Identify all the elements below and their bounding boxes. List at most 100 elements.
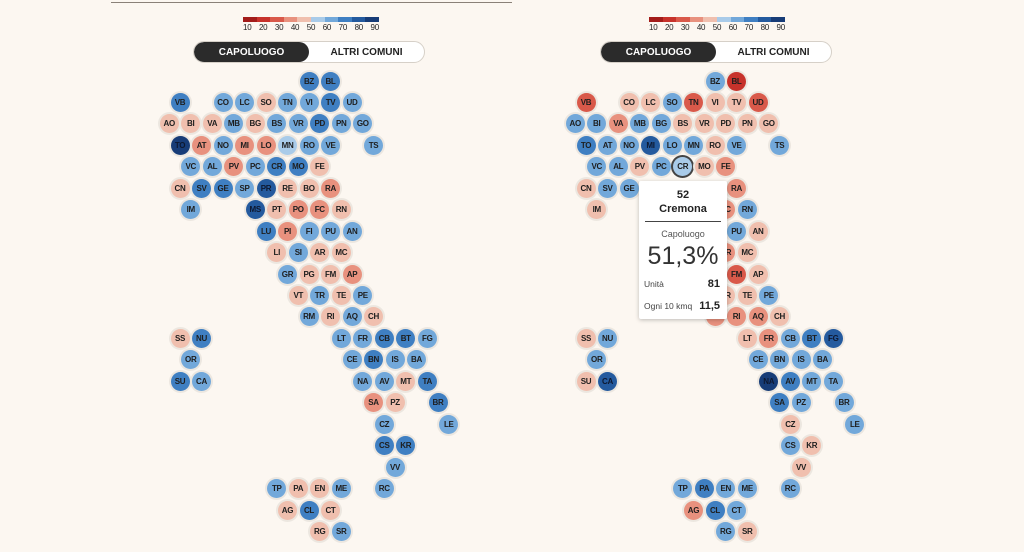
province-im[interactable]: IM <box>181 200 201 220</box>
province-pc[interactable]: PC <box>651 157 671 177</box>
province-lu[interactable]: LU <box>256 221 276 241</box>
province-pu[interactable]: PU <box>727 221 746 241</box>
province-is[interactable]: IS <box>385 350 405 370</box>
province-pv[interactable]: PV <box>630 157 650 177</box>
province-mc[interactable]: MC <box>331 243 351 263</box>
province-lo[interactable]: LO <box>662 135 682 155</box>
province-an[interactable]: AN <box>342 221 362 241</box>
province-tp[interactable]: TP <box>267 479 287 499</box>
province-bi[interactable]: BI <box>181 114 201 134</box>
province-ag[interactable]: AG <box>278 500 297 520</box>
province-ap[interactable]: AP <box>342 264 362 284</box>
province-cb[interactable]: CB <box>374 328 394 348</box>
province-fr[interactable]: FR <box>353 328 373 348</box>
province-cs[interactable]: CS <box>780 436 800 456</box>
province-vi[interactable]: VI <box>299 92 319 112</box>
province-mi[interactable]: MI <box>641 135 660 155</box>
province-rm[interactable]: RM <box>299 307 319 327</box>
province-bo[interactable]: BO <box>299 178 319 198</box>
province-lt[interactable]: LT <box>331 328 351 348</box>
province-co[interactable]: CO <box>213 92 233 112</box>
province-ch[interactable]: CH <box>364 307 383 327</box>
province-ud[interactable]: UD <box>748 92 768 112</box>
province-bl[interactable]: BL <box>727 71 746 91</box>
province-br[interactable]: BR <box>834 393 854 413</box>
province-cs[interactable]: CS <box>374 436 394 456</box>
province-al[interactable]: AL <box>608 157 628 177</box>
province-vr[interactable]: VR <box>694 114 714 134</box>
province-cl[interactable]: CL <box>705 500 725 520</box>
province-pe[interactable]: PE <box>353 286 373 305</box>
province-me[interactable]: ME <box>331 479 351 499</box>
province-pv[interactable]: PV <box>224 157 244 177</box>
province-pe[interactable]: PE <box>759 286 779 305</box>
province-tv[interactable]: TV <box>727 92 746 112</box>
province-fm[interactable]: FM <box>727 264 746 284</box>
province-co[interactable]: CO <box>619 92 639 112</box>
province-pz[interactable]: PZ <box>385 393 405 413</box>
province-sr[interactable]: SR <box>331 521 351 541</box>
province-ri[interactable]: RI <box>321 307 340 327</box>
tab-capoluogo[interactable]: CAPOLUOGO <box>601 42 716 62</box>
province-sv[interactable]: SV <box>598 178 617 198</box>
province-ct[interactable]: CT <box>321 500 340 520</box>
province-is[interactable]: IS <box>791 350 811 370</box>
province-re[interactable]: RE <box>278 178 297 198</box>
province-lt[interactable]: LT <box>737 328 757 348</box>
province-ss[interactable]: SS <box>576 328 596 348</box>
province-bg[interactable]: BG <box>245 114 265 134</box>
province-kr[interactable]: KR <box>396 436 416 456</box>
province-pg[interactable]: PG <box>299 264 319 284</box>
province-ta[interactable]: TA <box>417 371 437 391</box>
province-fg[interactable]: FG <box>417 328 437 348</box>
province-av[interactable]: AV <box>374 371 394 391</box>
province-bn[interactable]: BN <box>364 350 383 370</box>
province-te[interactable]: TE <box>737 286 757 305</box>
province-ro[interactable]: RO <box>299 135 319 155</box>
province-fe[interactable]: FE <box>716 157 736 177</box>
province-va[interactable]: VA <box>202 114 222 134</box>
province-su[interactable]: SU <box>576 371 596 391</box>
province-me[interactable]: ME <box>737 479 757 499</box>
province-pu[interactable]: PU <box>321 221 340 241</box>
province-vc[interactable]: VC <box>587 157 607 177</box>
province-vv[interactable]: VV <box>791 457 811 477</box>
province-ao[interactable]: AO <box>159 114 179 134</box>
province-at[interactable]: AT <box>192 135 211 155</box>
province-ud[interactable]: UD <box>342 92 362 112</box>
province-na[interactable]: NA <box>353 371 373 391</box>
province-bs[interactable]: BS <box>267 114 287 134</box>
province-rn[interactable]: RN <box>331 200 351 220</box>
province-vv[interactable]: VV <box>385 457 405 477</box>
province-ca[interactable]: CA <box>192 371 211 391</box>
province-su[interactable]: SU <box>170 371 190 391</box>
province-cz[interactable]: CZ <box>374 414 394 434</box>
province-nu[interactable]: NU <box>598 328 617 348</box>
province-ra[interactable]: RA <box>321 178 340 198</box>
province-ch[interactable]: CH <box>770 307 789 327</box>
province-av[interactable]: AV <box>780 371 800 391</box>
province-ba[interactable]: BA <box>813 350 832 370</box>
province-im[interactable]: IM <box>587 200 607 220</box>
province-bt[interactable]: BT <box>396 328 416 348</box>
province-cr[interactable]: CR <box>673 157 693 177</box>
province-kr[interactable]: KR <box>802 436 822 456</box>
province-to[interactable]: TO <box>170 135 190 155</box>
province-fc[interactable]: FC <box>310 200 330 220</box>
province-mn[interactable]: MN <box>684 135 703 155</box>
province-bi[interactable]: BI <box>587 114 607 134</box>
province-pz[interactable]: PZ <box>791 393 811 413</box>
province-lc[interactable]: LC <box>641 92 660 112</box>
province-aq[interactable]: AQ <box>342 307 362 327</box>
province-ri[interactable]: RI <box>727 307 746 327</box>
province-ce[interactable]: CE <box>342 350 362 370</box>
province-to[interactable]: TO <box>576 135 596 155</box>
province-mo[interactable]: MO <box>288 157 308 177</box>
province-ta[interactable]: TA <box>823 371 843 391</box>
province-go[interactable]: GO <box>759 114 779 134</box>
province-br[interactable]: BR <box>428 393 448 413</box>
province-rc[interactable]: RC <box>780 479 800 499</box>
province-ag[interactable]: AG <box>684 500 703 520</box>
province-fe[interactable]: FE <box>310 157 330 177</box>
province-pn[interactable]: PN <box>331 114 351 134</box>
